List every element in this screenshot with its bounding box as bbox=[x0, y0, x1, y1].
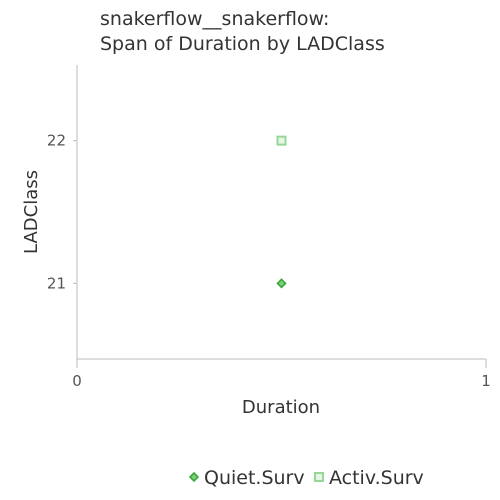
data-point bbox=[276, 278, 287, 289]
x-tick-label: 0 bbox=[72, 372, 82, 390]
data-point bbox=[276, 135, 287, 146]
x-axis-label: Duration bbox=[242, 397, 320, 418]
y-tick-label: 22 bbox=[47, 132, 66, 150]
x-tick-label: 1 bbox=[481, 372, 491, 390]
legend-label: Activ.Surv bbox=[329, 467, 424, 489]
y-tick-label: 21 bbox=[47, 274, 66, 292]
legend-item[interactable]: Quiet.Surv bbox=[188, 467, 305, 489]
legend-item[interactable]: Activ.Surv bbox=[314, 467, 424, 489]
chart-title-line-2: Span of Duration by LADClass bbox=[100, 33, 385, 55]
chart-title-line-1: snakerflow__snakerflow: bbox=[100, 8, 329, 30]
y-axis-label: LADClass bbox=[21, 170, 42, 254]
legend-marker bbox=[188, 471, 200, 483]
legend-marker bbox=[314, 472, 324, 482]
legend-label: Quiet.Surv bbox=[204, 467, 305, 489]
